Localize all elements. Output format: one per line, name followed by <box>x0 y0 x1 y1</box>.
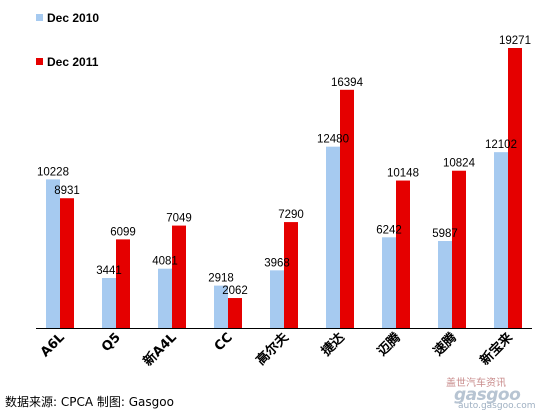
bar-dec-2011-7 <box>396 180 410 328</box>
category-label-8: 速腾 <box>430 329 460 359</box>
watermark-url: auto.gasgoo.com <box>458 401 536 411</box>
bar-dec-2010-6 <box>326 146 340 328</box>
value-label-dec-2010-4: 2918 <box>208 273 234 285</box>
bar-dec-2010-9 <box>494 152 508 328</box>
watermark-brand: gasgoo <box>454 385 521 405</box>
value-label-dec-2010-3: 4081 <box>152 256 178 268</box>
bar-dec-2011-8 <box>452 170 466 328</box>
category-labels: A6L Q5 新A4L CC 高尔夫 捷达 迈腾 速腾 新宝来 <box>38 329 517 370</box>
value-label-dec-2011-2: 6099 <box>110 226 136 238</box>
value-label-dec-2011-8: 10824 <box>443 158 476 170</box>
bar-dec-2010-2 <box>102 278 116 328</box>
bar-dec-2010-5 <box>270 270 284 328</box>
value-label-dec-2011-7: 10148 <box>387 168 419 180</box>
bar-dec-2011-1 <box>60 198 74 328</box>
value-label-dec-2010-1: 10228 <box>37 166 69 178</box>
bar-dec-2010-8 <box>438 241 452 328</box>
bar-dec-2011-3 <box>172 225 186 328</box>
legend-label-dec-2011: Dec 2011 <box>47 55 99 69</box>
bar-dec-2011-9 <box>508 48 522 328</box>
bar-dec-2010-7 <box>382 237 396 328</box>
bar-dec-2011-5 <box>284 222 298 328</box>
data-source-note: 数据来源: CPCA 制图: Gasgoo <box>5 395 174 409</box>
bar-dec-2010-3 <box>158 268 172 328</box>
watermark-logo: 盖世汽车资讯 gasgoo auto.gasgoo.com <box>446 374 536 412</box>
value-label-dec-2010-7: 6242 <box>376 224 402 236</box>
value-label-dec-2011-1: 8931 <box>54 185 80 197</box>
category-label-2: Q5 <box>99 330 124 355</box>
legend: Dec 2010 Dec 2011 <box>36 11 99 69</box>
value-label-dec-2011-6: 16394 <box>331 77 364 89</box>
legend-swatch-dec-2011 <box>36 58 43 65</box>
category-label-4: CC <box>212 330 236 354</box>
legend-swatch-dec-2010 <box>36 14 43 21</box>
category-label-3: 新A4L <box>140 330 180 370</box>
value-label-dec-2010-6: 12480 <box>317 134 349 146</box>
category-label-7: 迈腾 <box>374 329 404 359</box>
category-label-1: A6L <box>38 330 68 360</box>
value-label-dec-2010-9: 12102 <box>485 139 517 151</box>
value-label-dec-2011-4: 2062 <box>222 285 248 297</box>
bar-dec-2011-2 <box>116 239 130 328</box>
legend-label-dec-2010: Dec 2010 <box>47 11 99 25</box>
category-label-5: 高尔夫 <box>253 329 293 369</box>
value-label-dec-2011-5: 7290 <box>278 209 304 221</box>
bar-dec-2011-4 <box>228 298 242 328</box>
category-label-9: 新宝来 <box>477 329 517 369</box>
category-label-6: 捷达 <box>318 330 348 360</box>
value-label-dec-2010-8: 5987 <box>432 228 458 240</box>
value-label-dec-2010-2: 3441 <box>96 265 122 277</box>
bar-dec-2011-6 <box>340 89 354 329</box>
value-label-dec-2011-9: 19271 <box>499 35 531 47</box>
bar-dec-2010-4 <box>214 285 228 328</box>
bars <box>46 48 522 329</box>
value-label-dec-2010-5: 3968 <box>264 257 290 269</box>
value-label-dec-2011-3: 7049 <box>166 213 192 225</box>
watermark-cn-text: 盖世汽车资讯 <box>446 378 506 389</box>
bar-dec-2010-1 <box>46 179 60 328</box>
